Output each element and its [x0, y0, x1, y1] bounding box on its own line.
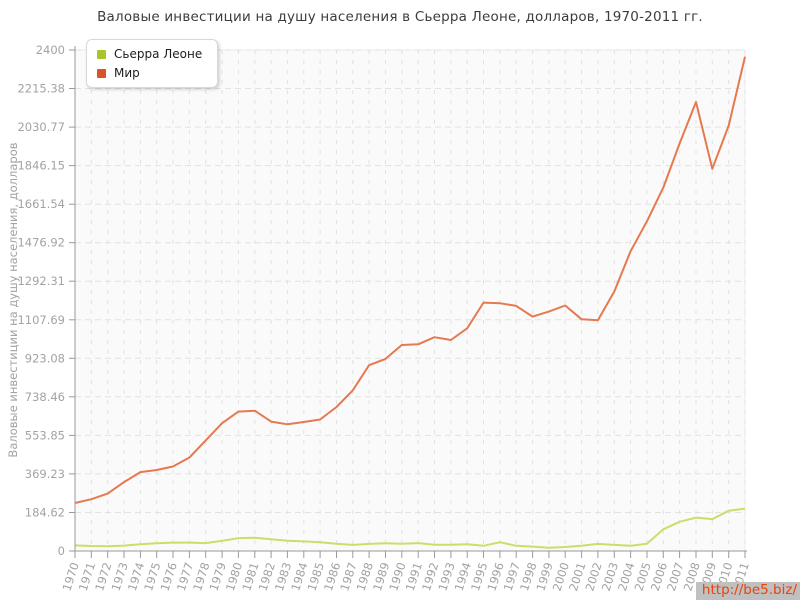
- y-tick-label: 369.23: [25, 467, 65, 481]
- watermark-link[interactable]: http://be5.biz/: [695, 582, 800, 600]
- legend-item-sierra-leone[interactable]: Сьерра Леоне: [97, 47, 202, 61]
- chart-title: Валовые инвестиции на душу населения в С…: [97, 9, 703, 25]
- y-tick-label: 1476.92: [17, 236, 65, 250]
- plot-area: [74, 49, 746, 552]
- y-tick-label: 553.85: [25, 428, 65, 442]
- y-tick-label: 2400: [36, 43, 65, 57]
- y-tick-label: 184.62: [25, 506, 65, 520]
- y-tick-label: 2215.38: [17, 82, 65, 96]
- y-tick-label: 1107.69: [17, 313, 65, 327]
- legend-label-world: Мир: [114, 66, 140, 80]
- y-tick-label: 2030.77: [17, 120, 65, 134]
- y-tick-label: 0: [58, 544, 65, 558]
- y-tick-label: 738.46: [25, 390, 65, 404]
- legend-label-sierra-leone: Сьерра Леоне: [114, 47, 203, 61]
- series-line-sierra-leone: [74, 507, 746, 549]
- legend-marker-sierra-leone-icon: [97, 49, 106, 59]
- y-tick-label: 923.08: [25, 351, 65, 365]
- y-tick-label: 1846.15: [17, 159, 65, 173]
- y-tick-label: 1661.54: [17, 197, 65, 211]
- y-tick-label: 1292.31: [17, 274, 65, 288]
- series-line-world: [74, 56, 746, 504]
- legend-item-world[interactable]: Мир: [97, 66, 202, 80]
- legend-marker-world-icon: [97, 68, 106, 78]
- legend: Сьерра Леоне Мир: [86, 39, 219, 88]
